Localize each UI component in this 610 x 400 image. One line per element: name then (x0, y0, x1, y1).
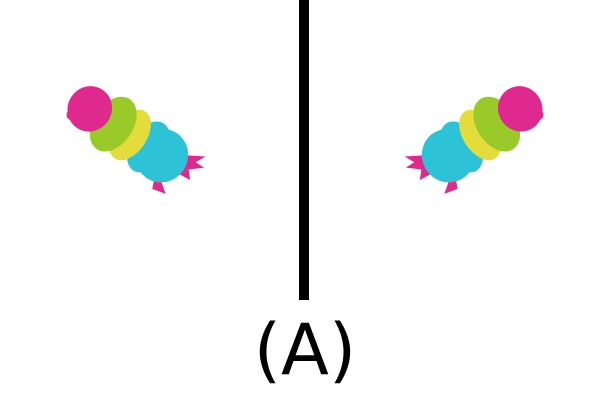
panel-divider (299, 0, 309, 300)
worm-figure-right (310, 0, 610, 300)
figure-caption: (A) (253, 309, 357, 391)
worm-figure-left (0, 0, 300, 300)
worm-left-svg (66, 86, 206, 194)
worm-right-svg (404, 86, 544, 194)
